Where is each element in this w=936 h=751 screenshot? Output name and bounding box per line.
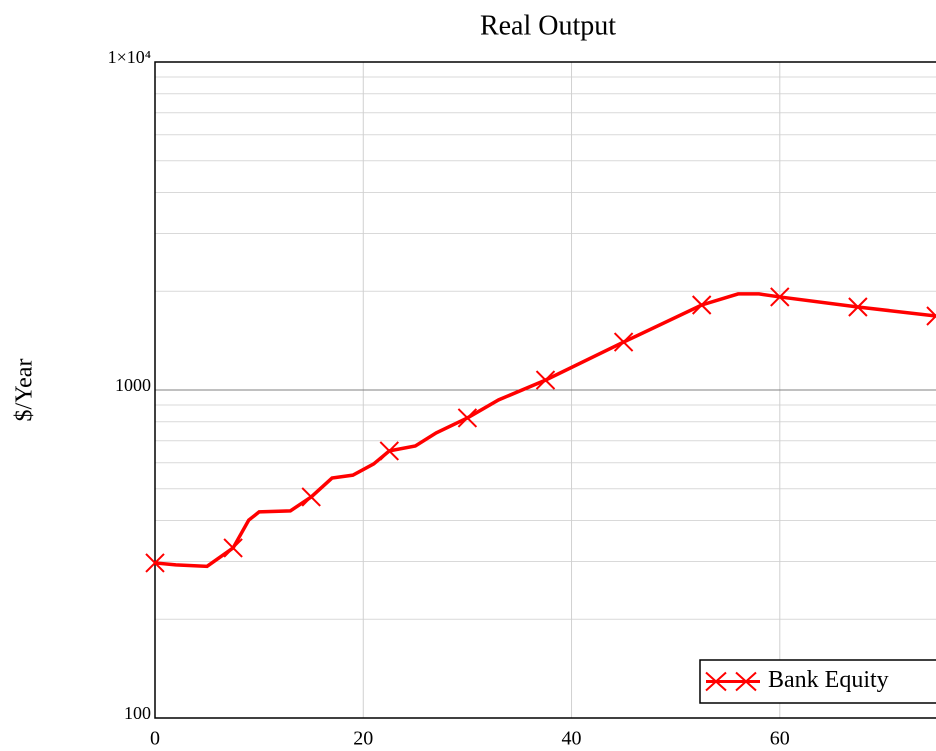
y-tick-label: 1×10⁴: [108, 47, 151, 67]
point-marker: [535, 370, 556, 390]
point-marker: [301, 487, 321, 507]
chart-title: Real Output: [480, 10, 616, 41]
y-axis-label: $/Year: [12, 359, 38, 422]
x-tick-label: 0: [150, 728, 160, 750]
point-marker: [379, 441, 400, 461]
x-tick-label: 20: [353, 728, 373, 750]
legend: Bank Equity: [699, 659, 936, 704]
point-marker: [613, 332, 634, 352]
legend-marker: [735, 671, 757, 692]
x-tick-label: 60: [770, 728, 790, 750]
data-line: [154, 292, 936, 569]
x-tick-label: 40: [562, 728, 582, 750]
legend-marker: [705, 671, 727, 692]
point-marker: [145, 553, 165, 573]
point-marker: [926, 306, 936, 326]
point-marker: [223, 538, 243, 558]
legend-label: Bank Equity: [768, 667, 889, 693]
y-tick-label: 1000: [115, 375, 151, 395]
point-marker: [691, 295, 712, 315]
point-marker: [457, 408, 478, 428]
point-marker: [848, 297, 868, 317]
plot-frame: [154, 61, 936, 719]
y-tick-label: 100: [124, 703, 151, 723]
point-marker: [770, 287, 790, 307]
